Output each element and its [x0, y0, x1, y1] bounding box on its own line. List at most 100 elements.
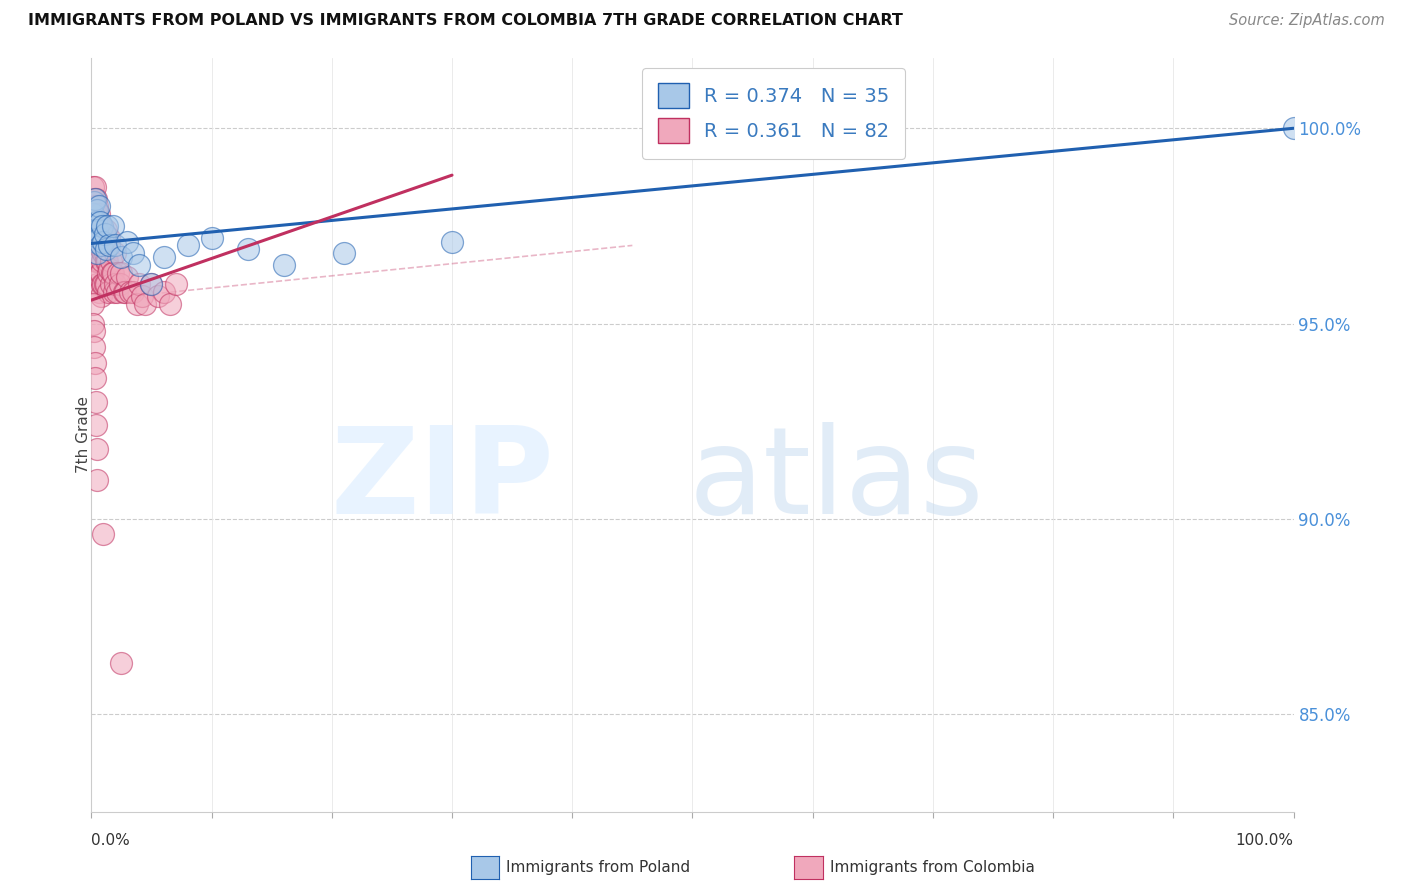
- Y-axis label: 7th Grade: 7th Grade: [76, 396, 90, 474]
- Point: [101, 219, 124, 233]
- Point: [87, 230, 110, 244]
- Point: [84, 192, 107, 206]
- Point: [84, 179, 107, 194]
- Point: [86, 442, 108, 456]
- Point: [84, 371, 107, 385]
- Point: [93, 527, 115, 541]
- Point: [131, 289, 153, 303]
- Point: [84, 207, 107, 221]
- Point: [82, 317, 104, 331]
- Point: [176, 238, 198, 252]
- Point: [90, 219, 112, 233]
- Point: [118, 285, 141, 300]
- Point: [89, 266, 111, 280]
- Point: [86, 277, 108, 292]
- Point: [152, 250, 174, 264]
- Point: [122, 246, 145, 260]
- Point: [104, 246, 127, 260]
- Point: [110, 266, 132, 280]
- Point: [87, 199, 110, 213]
- Point: [89, 219, 111, 233]
- Point: [93, 246, 115, 260]
- Point: [86, 473, 108, 487]
- Point: [440, 235, 463, 249]
- Point: [87, 254, 110, 268]
- Point: [84, 215, 107, 229]
- Point: [86, 246, 108, 260]
- Point: [83, 215, 105, 229]
- Point: [94, 277, 117, 292]
- Point: [97, 285, 120, 300]
- Point: [82, 179, 104, 194]
- Point: [86, 203, 108, 218]
- Point: [97, 266, 120, 280]
- Point: [159, 297, 181, 311]
- Point: [110, 250, 132, 264]
- Point: [84, 356, 107, 370]
- Point: [90, 238, 112, 252]
- Point: [93, 277, 115, 292]
- Point: [82, 297, 104, 311]
- Point: [273, 258, 295, 272]
- Text: ZIP: ZIP: [330, 422, 554, 539]
- Point: [152, 285, 174, 300]
- Point: [91, 219, 114, 233]
- Legend: R = 0.374   N = 35, R = 0.361   N = 82: R = 0.374 N = 35, R = 0.361 N = 82: [643, 68, 905, 159]
- Point: [125, 297, 148, 311]
- Point: [104, 238, 127, 252]
- Point: [134, 297, 156, 311]
- Point: [107, 266, 129, 280]
- Point: [93, 235, 115, 249]
- Point: [86, 215, 108, 229]
- Point: [117, 235, 139, 249]
- Point: [84, 192, 107, 206]
- Point: [117, 269, 139, 284]
- Point: [110, 657, 132, 671]
- Point: [112, 285, 135, 300]
- Point: [87, 230, 110, 244]
- Point: [93, 277, 115, 292]
- Point: [83, 195, 105, 210]
- Point: [84, 246, 107, 260]
- Point: [90, 243, 112, 257]
- Point: [128, 258, 150, 272]
- Point: [98, 238, 121, 252]
- Point: [201, 230, 224, 244]
- Text: IMMIGRANTS FROM POLAND VS IMMIGRANTS FROM COLOMBIA 7TH GRADE CORRELATION CHART: IMMIGRANTS FROM POLAND VS IMMIGRANTS FRO…: [28, 13, 903, 29]
- Point: [165, 277, 187, 292]
- Point: [91, 230, 114, 244]
- Point: [141, 277, 163, 292]
- Point: [98, 261, 121, 276]
- Point: [91, 277, 114, 292]
- Point: [96, 254, 118, 268]
- Point: [84, 230, 107, 244]
- Point: [84, 254, 107, 268]
- Point: [1282, 121, 1305, 136]
- Point: [83, 324, 105, 338]
- Point: [93, 227, 115, 241]
- Point: [84, 235, 107, 249]
- Point: [98, 230, 121, 244]
- Point: [86, 223, 108, 237]
- Point: [122, 285, 145, 300]
- Point: [83, 230, 105, 244]
- Point: [82, 207, 104, 221]
- Point: [236, 243, 259, 257]
- Point: [83, 192, 105, 206]
- Point: [84, 394, 107, 409]
- Point: [89, 238, 111, 252]
- Point: [110, 277, 132, 292]
- Point: [84, 223, 107, 237]
- Point: [333, 246, 356, 260]
- Point: [90, 289, 112, 303]
- Point: [90, 266, 112, 280]
- Point: [87, 285, 110, 300]
- Point: [84, 199, 107, 213]
- Text: 0.0%: 0.0%: [91, 833, 131, 847]
- Point: [100, 277, 122, 292]
- Point: [94, 243, 117, 257]
- Point: [100, 254, 122, 268]
- Point: [141, 277, 163, 292]
- Point: [146, 289, 169, 303]
- Point: [86, 230, 108, 244]
